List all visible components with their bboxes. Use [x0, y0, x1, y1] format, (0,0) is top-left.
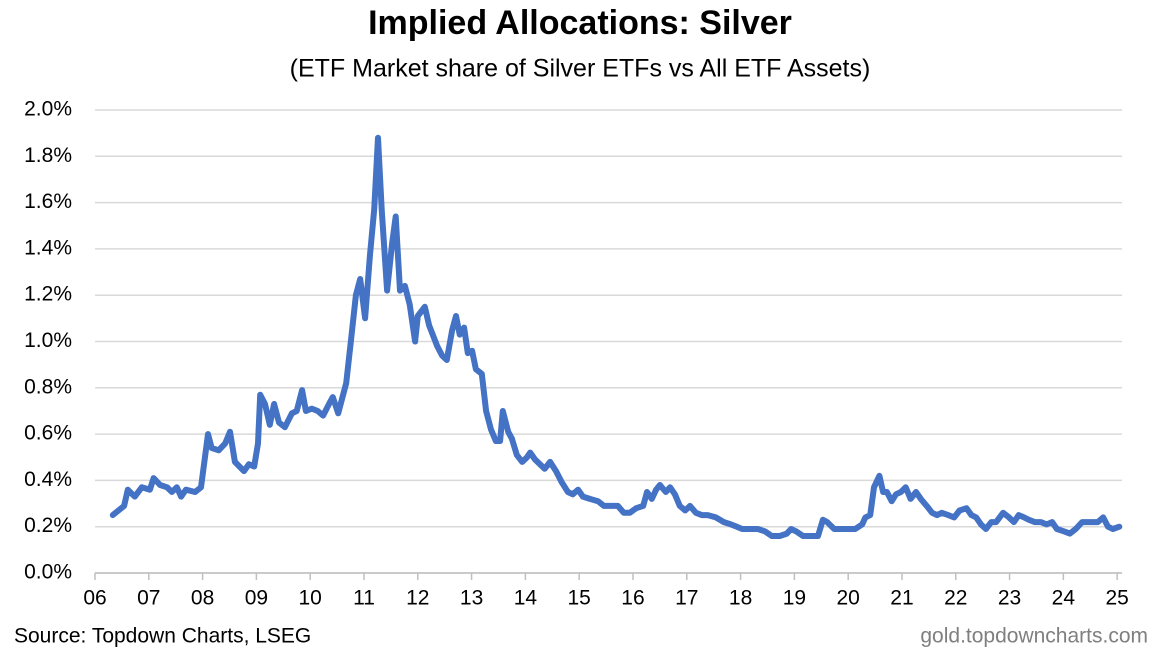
x-tick-label: 15 [568, 587, 591, 610]
x-tick-label: 25 [1105, 587, 1128, 610]
x-tick-label: 19 [783, 587, 806, 610]
x-tick-label: 22 [944, 587, 967, 610]
x-tick-label: 07 [137, 587, 160, 610]
y-tick-label: 0.4% [24, 468, 72, 491]
x-tick-label: 11 [353, 587, 375, 610]
y-tick-label: 1.4% [24, 236, 72, 259]
x-tick-label: 13 [460, 587, 483, 610]
y-tick-label: 1.6% [24, 190, 72, 213]
credit: gold.topdowncharts.com [920, 625, 1148, 648]
x-tick-label: 23 [998, 587, 1021, 610]
y-tick-label: 1.8% [24, 144, 72, 167]
x-tick-label: 21 [890, 587, 913, 610]
x-tick-label: 06 [83, 587, 106, 610]
x-tick-label: 09 [245, 587, 268, 610]
data-line [109, 134, 1123, 539]
x-tick-label: 17 [675, 587, 698, 610]
y-tick-label: 1.2% [24, 283, 72, 306]
x-tick-label: 12 [406, 587, 429, 610]
x-tick-label: 14 [514, 587, 538, 610]
x-tick-label: 24 [1052, 587, 1076, 610]
x-tick-label: 18 [729, 587, 752, 610]
y-tick-label: 1.0% [24, 329, 72, 352]
x-tick-label: 20 [836, 587, 859, 610]
source: Source: Topdown Charts, LSEG [14, 625, 311, 648]
chart-title: Implied Allocations: Silver [368, 4, 792, 42]
y-tick-label: 2.0% [24, 98, 72, 121]
y-tick-label: 0.8% [24, 375, 72, 398]
x-tick-label: 10 [299, 587, 322, 610]
chart-subtitle: (ETF Market share of Silver ETFs vs All … [290, 55, 871, 83]
x-tick-label: 08 [191, 587, 214, 610]
y-tick-label: 0.2% [24, 514, 72, 537]
y-tick-label: 0.6% [24, 422, 72, 445]
x-tick-label: 16 [621, 587, 644, 610]
y-tick-label: 0.0% [24, 561, 72, 584]
